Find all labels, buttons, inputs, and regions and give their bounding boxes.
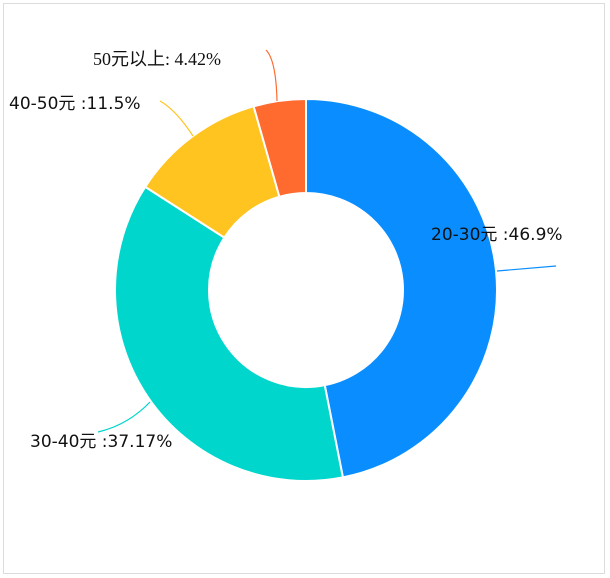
donut-slice-3[interactable] [252, 97, 307, 198]
slice-label-30-40: 30-40元 :37.17% [30, 432, 172, 452]
leader-line-0 [496, 265, 557, 272]
donut-slice-0[interactable] [305, 97, 498, 479]
chart-frame [3, 3, 605, 574]
leader-line-1 [97, 401, 151, 433]
slice-label-20-30: 20-30元 :46.9% [431, 225, 563, 245]
leader-line-2 [159, 100, 194, 137]
donut-slice-1[interactable] [114, 185, 345, 482]
leader-line-3 [265, 49, 278, 102]
slice-label-50-plus: 50元以上: 4.42% [93, 49, 221, 69]
slice-label-40-50: 40-50元 :11.5% [9, 94, 141, 114]
